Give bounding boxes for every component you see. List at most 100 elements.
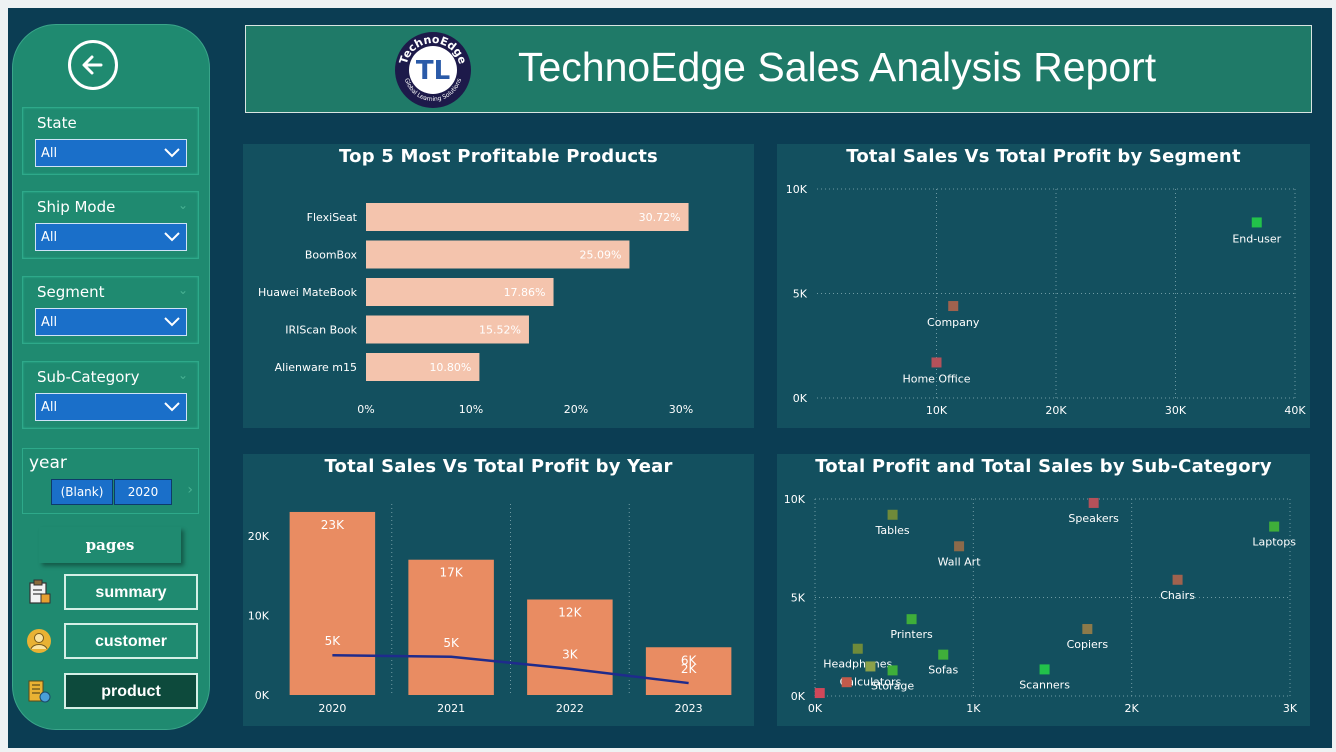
user-icon (27, 629, 51, 653)
point-label: Wall Art (938, 555, 982, 568)
segment-panel: 0K 5K 10K 10K 20K 30K 40K End-user Company Home O… (777, 144, 1310, 428)
filter-label: State (37, 114, 77, 132)
top-products-panel: FlexiSeat 30.72% BoomBox 25.09% Huawei MateB… (243, 144, 754, 428)
filter-label: Segment (37, 283, 105, 301)
dropdown-value: All (41, 400, 58, 415)
top-products-chart: FlexiSeat 30.72% BoomBox 25.09% Huawei MateB… (258, 203, 693, 416)
bar (366, 240, 630, 269)
point-label: Copiers (1067, 638, 1109, 651)
subcategory-panel: 0K 5K 10K 0K 1K 2K 3K Tables Speakers Laptops Wall… (777, 454, 1310, 726)
technoedge-logo: TL TechnoEdge Global Learning Solutions (395, 32, 471, 108)
x-tick-label: 0K (808, 702, 823, 715)
data-point (1172, 574, 1183, 585)
data-point (865, 661, 876, 672)
x-tick-label: 30% (669, 403, 693, 416)
state-dropdown[interactable]: All (35, 139, 187, 167)
chevron-down-icon: ⌄ (177, 283, 188, 297)
segment-scatter-chart: 0K 5K 10K 10K 20K 30K 40K End-user Company Home O… (786, 183, 1307, 417)
page-title: TechnoEdge Sales Analysis Report (518, 44, 1157, 90)
x-tick-label: 2020 (318, 702, 346, 715)
point-label: Speakers (1068, 512, 1119, 525)
data-point (954, 541, 965, 552)
bar (366, 278, 554, 306)
product-icon (28, 680, 51, 703)
subcategory-scatter-chart: 0K 5K 10K 0K 1K 2K 3K Tables Speakers Laptops Wall… (784, 493, 1298, 715)
y-tick-label: 10K (248, 609, 270, 622)
dropdown-value: All (41, 315, 58, 330)
x-tick-label: 20% (564, 403, 588, 416)
chart-title: Total Profit and Total Sales by Sub-Cate… (815, 456, 1272, 477)
line-data-label: 2K (681, 662, 698, 676)
x-tick-label: 1K (966, 702, 981, 715)
bar-data-label: 17K (440, 566, 464, 580)
data-point (841, 677, 852, 688)
category-label: BoomBox (305, 249, 358, 262)
point-label: Company (927, 316, 980, 329)
point-label: End-user (1232, 232, 1281, 245)
profit-line (332, 653, 689, 685)
point-label: Storage (871, 679, 914, 692)
chevron-down-icon (164, 402, 180, 412)
bar (366, 353, 480, 381)
point-label: Scanners (1019, 678, 1070, 691)
report-header: TL TechnoEdge Global Learning Solutions … (245, 25, 1312, 113)
point-label: Chairs (1160, 589, 1195, 602)
category-label: IRIScan Book (285, 324, 357, 337)
dropdown-value: All (41, 146, 58, 161)
year-chip-2020[interactable]: 2020 (114, 479, 172, 505)
filter-label: Ship Mode (37, 198, 116, 216)
data-point (814, 688, 825, 699)
data-point (1251, 217, 1262, 228)
chevron-down-icon (164, 232, 180, 242)
nav-product-button[interactable]: product (64, 673, 198, 709)
y-tick-label: 0K (793, 392, 808, 405)
bar (366, 203, 689, 231)
year-combo-chart: 0K 10K 20K 23K 2020 17K 2021 12K 2022 6K 2023 5K 5K 3… (248, 504, 732, 715)
x-tick-label: 2022 (556, 702, 584, 715)
chevron-down-icon: ⌄ (177, 368, 188, 382)
filter-label: Sub-Category (37, 368, 140, 386)
data-point (931, 357, 942, 368)
line-data-label: 5K (443, 636, 460, 650)
data-point (852, 643, 863, 654)
x-tick-label: 10K (926, 404, 948, 417)
chevron-down-icon: ⌄ (177, 198, 188, 212)
nav-summary-button[interactable]: summary (64, 574, 198, 610)
x-tick-label: 0% (357, 403, 374, 416)
x-tick-label: 20K (1045, 404, 1067, 417)
chart-title: Total Sales Vs Total Profit by Year (324, 456, 673, 477)
data-point (948, 301, 959, 312)
sidebar: State All Ship Mode ⌄ All Segment ⌄ All … (12, 24, 210, 730)
bar (408, 559, 494, 695)
category-label: Huawei MateBook (258, 286, 358, 299)
ship-mode-dropdown[interactable]: All (35, 223, 187, 251)
point-label: Sofas (928, 664, 958, 677)
chart-title: Top 5 Most Profitable Products (339, 146, 658, 167)
segment-dropdown[interactable]: All (35, 308, 187, 336)
data-label: 15.52% (479, 324, 521, 337)
data-point (906, 614, 917, 625)
pages-label: pages (39, 527, 181, 563)
chevron-right-icon[interactable]: › (187, 482, 193, 498)
data-point (887, 665, 898, 676)
point-label: Home Office (902, 372, 970, 385)
x-tick-label: 10% (459, 403, 483, 416)
data-point (887, 509, 898, 520)
data-point (1039, 664, 1050, 675)
year-chip-blank[interactable]: (Blank) (51, 479, 113, 505)
x-tick-label: 30K (1165, 404, 1187, 417)
nav-customer-button[interactable]: customer (64, 623, 198, 659)
filter-label: year (29, 453, 67, 473)
point-label: Printers (890, 628, 933, 641)
chevron-down-icon (164, 148, 180, 158)
back-arrow-icon[interactable] (68, 40, 118, 90)
bar-data-label: 6K (681, 653, 698, 667)
sub-category-dropdown[interactable]: All (35, 393, 187, 421)
category-label: FlexiSeat (307, 211, 358, 224)
point-label: Headphones (823, 658, 892, 671)
data-point (1269, 521, 1280, 532)
year-panel: 0K 10K 20K 23K 2020 17K 2021 12K 2022 6K 2023 5K 5K 3… (243, 454, 754, 726)
data-label: 17.86% (504, 286, 546, 299)
filter-ship-mode: Ship Mode ⌄ All (22, 191, 199, 259)
